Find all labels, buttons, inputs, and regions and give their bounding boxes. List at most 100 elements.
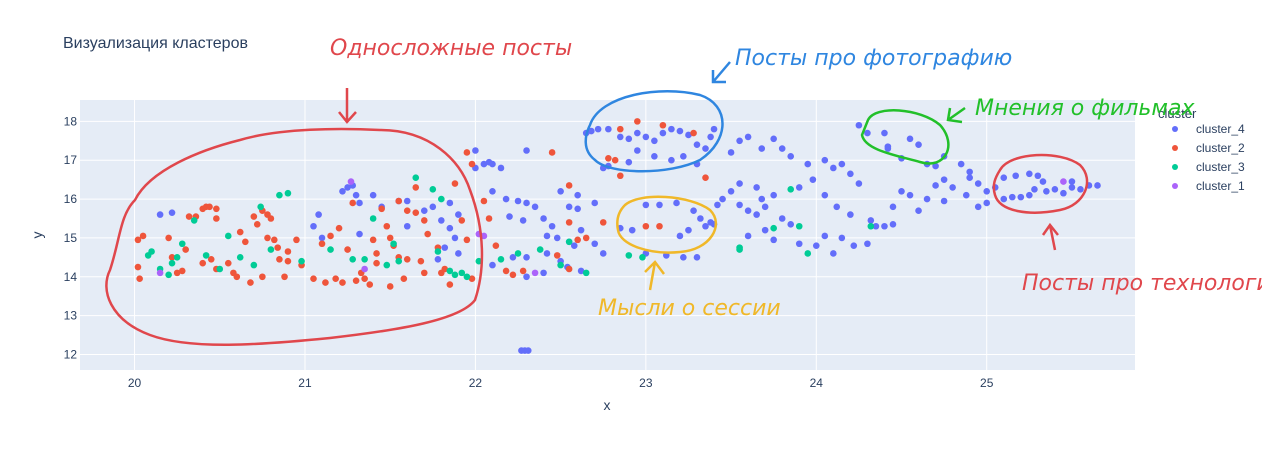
data-point <box>565 182 573 189</box>
data-point <box>403 255 411 263</box>
x-tick-label: 25 <box>980 376 994 390</box>
data-point <box>634 129 641 137</box>
data-point <box>509 271 517 279</box>
data-point <box>656 201 663 209</box>
data-point <box>463 149 471 156</box>
data-point <box>339 187 346 195</box>
data-point <box>373 250 380 257</box>
data-point <box>719 195 726 203</box>
data-point <box>957 160 965 168</box>
data-point <box>668 156 675 164</box>
data-point <box>168 259 176 267</box>
data-point <box>974 203 982 211</box>
data-point <box>599 250 607 257</box>
data-point <box>458 217 466 224</box>
data-point <box>475 257 483 265</box>
data-point <box>264 234 271 242</box>
data-point <box>284 248 292 255</box>
data-point <box>591 199 599 207</box>
x-tick-label: 24 <box>810 376 824 390</box>
data-point <box>906 135 914 143</box>
data-point <box>838 160 846 168</box>
legend-marker-icon <box>1172 183 1178 189</box>
data-point <box>506 213 513 220</box>
data-point <box>386 234 394 242</box>
data-point <box>489 261 496 269</box>
data-point <box>543 232 551 240</box>
data-point <box>656 222 663 230</box>
data-point <box>855 121 863 129</box>
data-point <box>349 255 356 263</box>
data-point <box>702 222 709 230</box>
data-point <box>574 236 581 244</box>
data-point <box>1000 174 1008 181</box>
data-point <box>247 279 254 286</box>
data-point <box>548 222 556 230</box>
data-point <box>1077 186 1084 193</box>
data-point <box>714 201 721 209</box>
data-point <box>553 234 561 242</box>
data-point <box>168 209 176 216</box>
data-point <box>148 248 155 255</box>
data-point <box>213 205 220 213</box>
data-point <box>536 246 544 253</box>
data-point <box>770 191 777 199</box>
data-point <box>1012 172 1019 180</box>
data-point <box>736 180 743 187</box>
legend-item-cluster_2[interactable]: cluster_2 <box>1196 141 1245 155</box>
data-point <box>378 205 385 213</box>
data-point <box>417 257 425 265</box>
plot-area[interactable] <box>80 100 1135 370</box>
data-point <box>293 236 300 244</box>
data-point <box>356 230 363 238</box>
data-point <box>668 125 675 133</box>
data-point <box>736 201 743 209</box>
annotation-one-word-posts: Односложные посты <box>105 36 572 346</box>
data-point <box>386 283 394 290</box>
legend-item-cluster_3[interactable]: cluster_3 <box>1196 160 1245 174</box>
data-point <box>502 267 510 275</box>
data-point <box>761 226 769 234</box>
data-point <box>395 257 403 265</box>
data-point <box>395 197 403 205</box>
data-point <box>744 133 752 141</box>
data-point <box>582 269 590 277</box>
data-point <box>441 265 449 273</box>
data-point <box>702 174 709 181</box>
data-point <box>736 137 743 145</box>
data-point <box>616 133 624 141</box>
legend-item-cluster_1[interactable]: cluster_1 <box>1196 179 1245 193</box>
data-point <box>190 217 198 224</box>
arrow-up-icon <box>1041 222 1059 251</box>
data-point <box>502 195 510 203</box>
data-point <box>332 275 339 283</box>
data-point <box>383 261 391 269</box>
data-point <box>257 203 264 211</box>
data-point <box>139 232 147 240</box>
data-point <box>821 156 829 164</box>
outline-blue <box>584 90 724 173</box>
chart-title: Визуализация кластеров <box>63 35 248 52</box>
data-point <box>412 174 420 181</box>
data-point <box>216 265 224 273</box>
data-point <box>1034 172 1042 180</box>
data-point <box>446 224 454 232</box>
data-point <box>1068 184 1076 191</box>
data-point <box>233 273 241 281</box>
data-point <box>361 275 368 283</box>
data-point <box>373 259 380 267</box>
data-point <box>318 240 326 248</box>
data-point <box>833 203 841 211</box>
data-point <box>361 265 368 273</box>
data-point <box>1000 195 1008 203</box>
legend-item-cluster_4[interactable]: cluster_4 <box>1196 122 1245 136</box>
data-point <box>236 254 244 261</box>
data-point <box>156 269 164 277</box>
data-point <box>540 269 547 277</box>
data-point <box>420 217 428 224</box>
data-point <box>830 164 837 172</box>
data-point <box>693 141 701 148</box>
data-point <box>864 240 871 248</box>
data-point <box>787 186 795 193</box>
